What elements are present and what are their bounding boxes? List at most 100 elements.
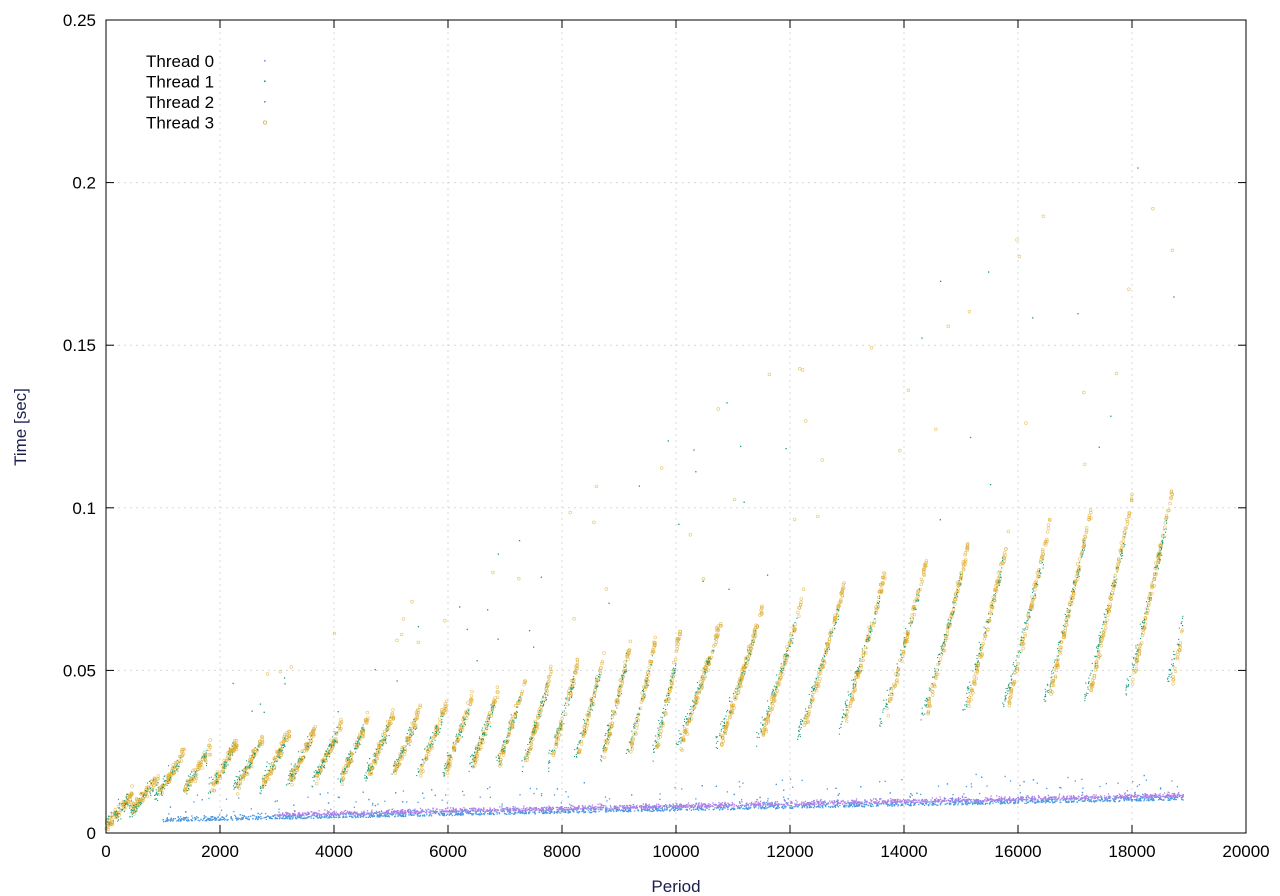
- thread1-point: [400, 755, 402, 757]
- thread3-point: [316, 777, 320, 781]
- thread1-point: [674, 671, 676, 673]
- thread1-point: [483, 731, 485, 733]
- thread1-point: [560, 728, 562, 730]
- thread1-point: [1165, 528, 1167, 530]
- thread1-outlier: [232, 682, 234, 685]
- thread1-point: [1097, 647, 1099, 649]
- thread1-point: [409, 728, 411, 730]
- thread1-point: [602, 748, 604, 750]
- thread1-point: [222, 767, 224, 769]
- thread1-point: [479, 748, 481, 750]
- thread1-point: [322, 762, 324, 764]
- thread1-point: [677, 741, 679, 743]
- thread1-point: [859, 658, 861, 660]
- thread3-point: [1134, 662, 1138, 667]
- thread1-point: [648, 669, 650, 671]
- thread1-point: [705, 672, 707, 674]
- thread1-point: [941, 653, 943, 655]
- thread1-point: [151, 789, 153, 791]
- thread1-point: [800, 722, 802, 724]
- thread1-point: [233, 783, 235, 785]
- thread1-point: [157, 799, 159, 801]
- thread1-point: [496, 759, 498, 761]
- thread1-point: [1051, 671, 1053, 673]
- thread1-point: [821, 663, 823, 665]
- thread1-point: [504, 746, 506, 748]
- thread1-point: [291, 770, 293, 772]
- thread1-point: [1085, 682, 1087, 684]
- thread3-point: [789, 632, 794, 636]
- thread1-point: [162, 778, 164, 780]
- thread1-point: [652, 760, 654, 762]
- thread1-point: [601, 760, 603, 762]
- thread1-point: [189, 779, 191, 781]
- thread1-point: [263, 778, 265, 780]
- thread1-point: [661, 720, 663, 722]
- thread1-point: [813, 685, 815, 687]
- thread1-point: [1120, 554, 1122, 556]
- thread1-point: [954, 596, 956, 598]
- thread3-point: [554, 745, 558, 749]
- thread1-outlier: [667, 440, 669, 442]
- thread1-point: [701, 683, 703, 685]
- thread1-point: [1009, 682, 1011, 684]
- thread3-point: [260, 739, 265, 744]
- thread1-point: [347, 757, 349, 759]
- thread1-point: [1171, 663, 1173, 665]
- thread1-point: [941, 649, 943, 651]
- thread1-point: [187, 788, 189, 790]
- thread3-point: [1011, 682, 1016, 687]
- thread1-point: [966, 706, 968, 708]
- thread1-outlier: [251, 710, 253, 712]
- thread1-point: [651, 664, 653, 666]
- thread3-point: [585, 723, 589, 728]
- thread1-point: [771, 693, 773, 695]
- thread1-point: [350, 755, 352, 757]
- thread1-point: [224, 764, 226, 766]
- thread1-point: [697, 688, 699, 690]
- thread1-point: [1144, 613, 1146, 615]
- thread1-point: [210, 782, 212, 784]
- thread1-point: [393, 771, 395, 773]
- thread1-point: [771, 691, 773, 693]
- thread1-point: [531, 737, 533, 739]
- thread1-point: [1162, 542, 1164, 544]
- thread1-point: [484, 728, 486, 730]
- thread3-point: [1106, 613, 1110, 617]
- thread1-point: [156, 784, 158, 786]
- thread1-point: [865, 640, 867, 642]
- thread3-point: [1077, 557, 1082, 561]
- thread1-point: [867, 637, 869, 639]
- thread3-outlier: [804, 419, 808, 423]
- thread1-point: [329, 743, 331, 745]
- thread3-point: [1154, 564, 1159, 569]
- thread1-point: [772, 690, 774, 692]
- thread1-point: [145, 790, 147, 792]
- thread1-point: [363, 729, 365, 731]
- thread1-point: [1029, 616, 1031, 618]
- thread1-point: [1103, 621, 1105, 623]
- thread1-outlier: [396, 680, 398, 682]
- thread1-point: [382, 745, 384, 747]
- thread3-point: [575, 667, 579, 671]
- thread1-point: [514, 713, 516, 715]
- thread1-point: [412, 731, 414, 733]
- thread1-point: [1084, 697, 1086, 699]
- thread1-point: [491, 707, 493, 709]
- thread1-point: [883, 707, 885, 709]
- thread1-point: [788, 644, 790, 646]
- thread1-point: [136, 808, 138, 810]
- thread1-point: [281, 744, 283, 746]
- thread1-point: [675, 665, 677, 667]
- thread1-point: [764, 719, 766, 721]
- thread1-point: [679, 738, 681, 740]
- thread1-point: [455, 736, 457, 738]
- thread1-point: [667, 688, 669, 690]
- thread3-outlier: [767, 372, 772, 377]
- thread1-point: [446, 764, 448, 766]
- thread1-point: [1023, 637, 1025, 639]
- thread1-point: [1038, 569, 1040, 571]
- thread1-point: [879, 597, 881, 599]
- thread1-point: [1174, 654, 1176, 656]
- thread1-point: [467, 713, 469, 715]
